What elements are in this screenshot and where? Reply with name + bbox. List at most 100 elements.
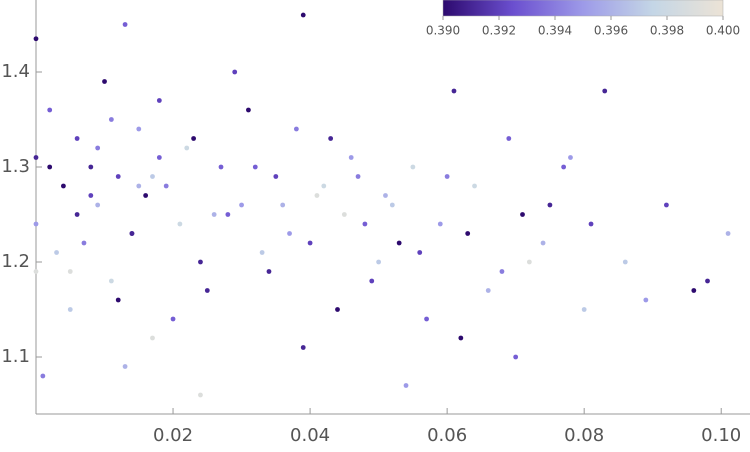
colorbar-tick-label: 0.394 xyxy=(538,24,572,38)
point xyxy=(362,221,368,227)
point xyxy=(341,212,347,217)
point xyxy=(40,373,46,379)
point xyxy=(506,136,512,141)
point xyxy=(335,307,340,312)
point xyxy=(225,212,231,217)
point xyxy=(643,297,649,303)
point xyxy=(725,231,731,236)
point xyxy=(417,250,423,255)
colorbar-tick-label: 0.398 xyxy=(650,24,684,38)
point xyxy=(540,240,546,246)
colorbar-tick-label: 0.396 xyxy=(594,24,628,38)
point xyxy=(136,183,142,189)
x-tick-label: 0.06 xyxy=(427,425,467,446)
point xyxy=(526,259,532,265)
point xyxy=(691,288,697,293)
point xyxy=(232,69,238,75)
point xyxy=(74,212,80,217)
colorbar-tick-label: 0.392 xyxy=(482,24,516,38)
point xyxy=(273,174,279,179)
point xyxy=(108,117,114,122)
point xyxy=(143,193,149,198)
point xyxy=(444,174,450,179)
point xyxy=(170,316,176,322)
point xyxy=(499,269,505,274)
point xyxy=(129,231,135,236)
point xyxy=(568,155,573,160)
point xyxy=(355,174,361,179)
point xyxy=(300,12,306,18)
point xyxy=(136,126,142,132)
point xyxy=(204,288,210,293)
point xyxy=(520,212,525,217)
point xyxy=(458,335,464,341)
point xyxy=(198,259,203,265)
point xyxy=(403,383,409,388)
point xyxy=(33,155,39,160)
point xyxy=(102,79,107,84)
point xyxy=(122,22,128,27)
point xyxy=(239,202,244,208)
point xyxy=(252,164,258,170)
point xyxy=(95,145,101,151)
point xyxy=(561,164,567,170)
point xyxy=(33,221,39,227)
point xyxy=(150,335,155,341)
point xyxy=(88,164,94,170)
point xyxy=(156,155,162,160)
point xyxy=(47,164,53,170)
point xyxy=(307,240,313,246)
point xyxy=(622,259,628,265)
point xyxy=(328,136,334,141)
point xyxy=(184,145,190,151)
point xyxy=(588,221,594,227)
point xyxy=(54,250,59,255)
point xyxy=(581,307,587,312)
point xyxy=(300,345,306,350)
colorbar xyxy=(442,0,724,17)
point xyxy=(191,136,197,141)
point xyxy=(485,288,491,293)
point xyxy=(280,202,286,208)
point xyxy=(108,278,114,284)
point xyxy=(396,240,402,246)
point xyxy=(150,174,155,179)
y-tick-label: 1.1 xyxy=(1,346,30,367)
point xyxy=(389,202,395,208)
point xyxy=(376,259,382,265)
point xyxy=(547,202,553,208)
point xyxy=(33,36,39,42)
point xyxy=(122,364,128,369)
point xyxy=(472,183,477,189)
colorbar-tick-label: 0.400 xyxy=(706,24,740,38)
point xyxy=(95,202,101,208)
point xyxy=(177,221,183,227)
point xyxy=(211,212,217,217)
point xyxy=(218,164,224,170)
y-tick-label: 1.4 xyxy=(1,61,30,82)
x-tick-label: 0.04 xyxy=(290,425,330,446)
point xyxy=(198,392,203,398)
point xyxy=(81,240,87,246)
point xyxy=(451,88,457,94)
y-tick-label: 1.3 xyxy=(1,156,30,177)
point xyxy=(602,88,608,94)
point xyxy=(465,231,471,236)
point xyxy=(369,278,375,284)
point xyxy=(156,98,162,103)
point xyxy=(115,174,121,179)
x-tick-label: 0.08 xyxy=(564,425,604,446)
point xyxy=(410,164,416,170)
point xyxy=(61,183,66,189)
point xyxy=(348,155,354,160)
point xyxy=(314,193,320,198)
point xyxy=(287,231,292,236)
point xyxy=(266,269,272,274)
point xyxy=(67,307,73,312)
point xyxy=(383,193,388,198)
point xyxy=(705,278,710,284)
point xyxy=(293,126,299,132)
point xyxy=(513,354,519,360)
x-tick-label: 0.02 xyxy=(153,425,193,446)
